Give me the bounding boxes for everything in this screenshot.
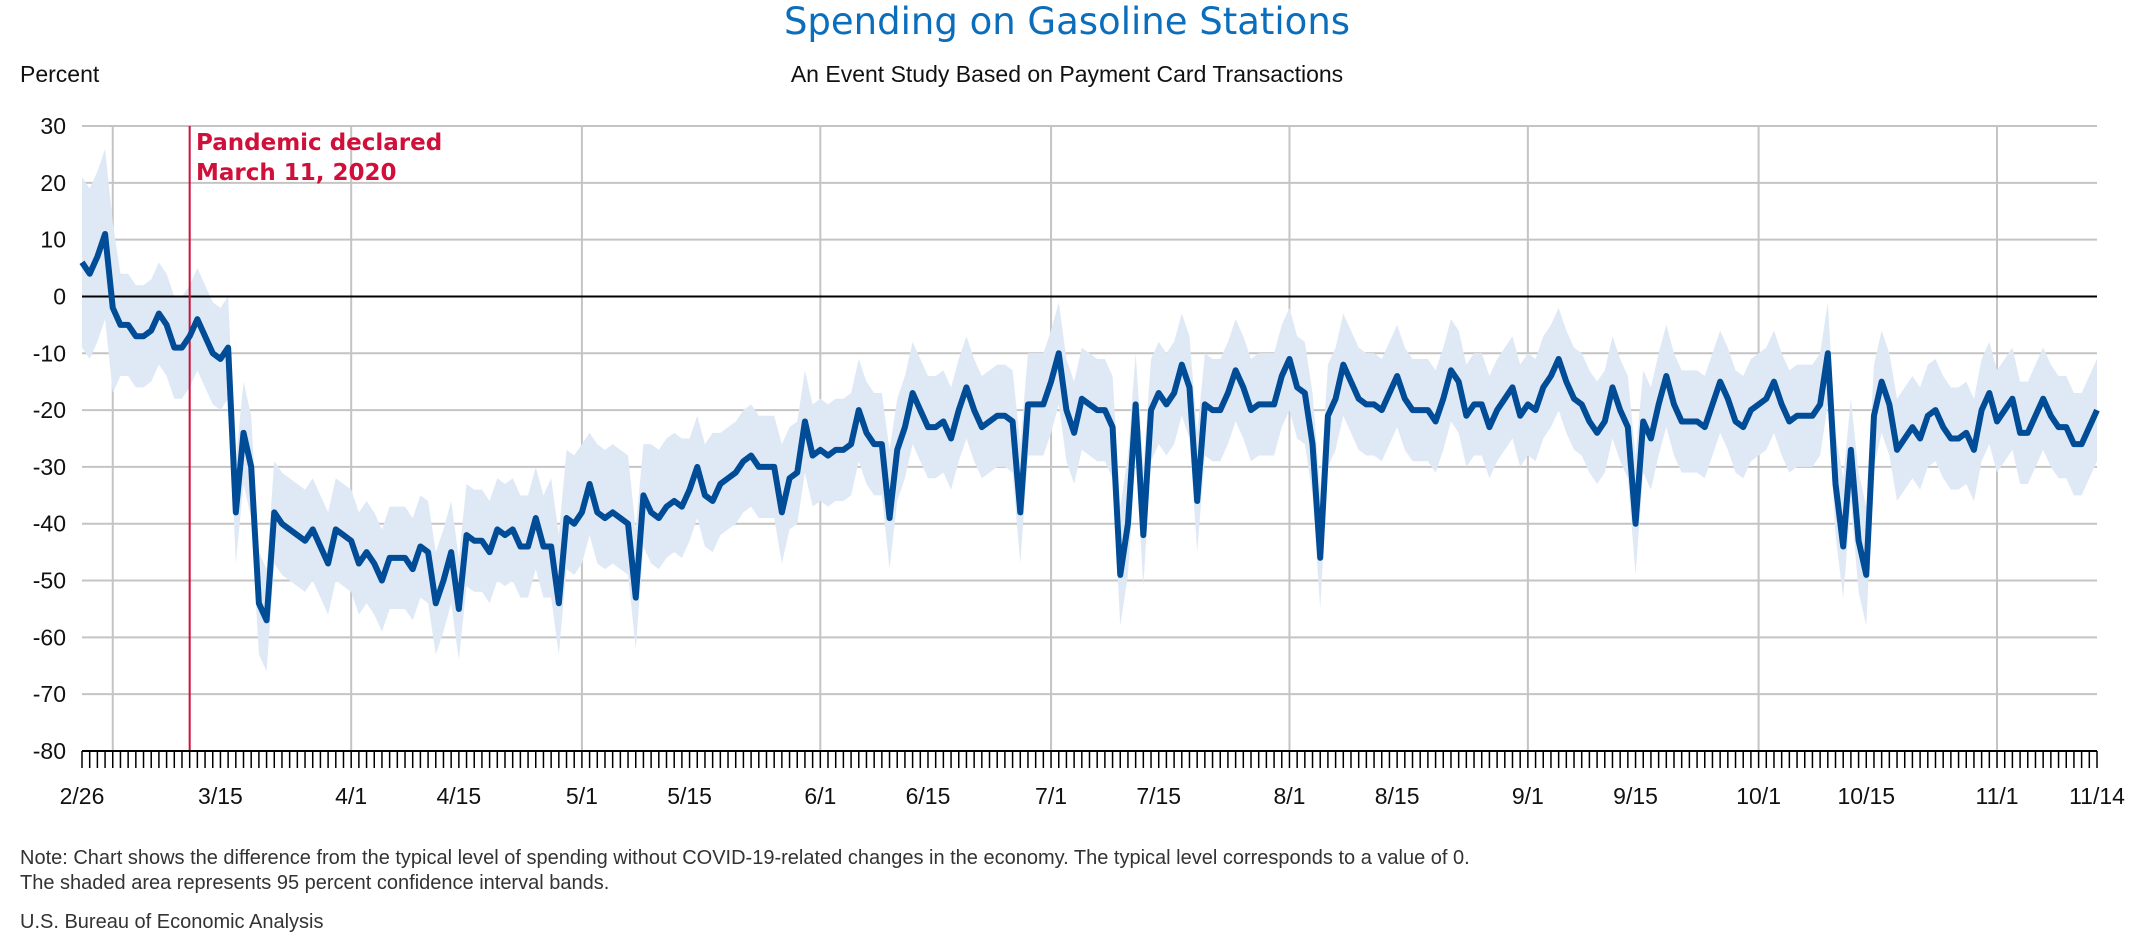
y-tick-label: -70 (33, 681, 66, 707)
x-tick-label: 8/15 (1375, 783, 1420, 809)
x-tick-label: 2/26 (60, 783, 105, 809)
x-tick-label: 4/1 (335, 783, 367, 809)
confidence-band-group (82, 148, 2097, 672)
x-tick-label: 11/1 (1975, 783, 2018, 809)
chart-subtitle: An Event Study Based on Payment Card Tra… (791, 61, 1343, 87)
x-tick-label: 6/1 (804, 783, 836, 809)
y-tick-label: 20 (40, 170, 66, 196)
x-tick-label: 5/15 (667, 783, 712, 809)
y-tick-label: 0 (53, 283, 66, 309)
x-tick-label: 10/1 (1736, 783, 1781, 809)
x-tick-label: 11/14 (2069, 783, 2125, 809)
y-tick-label: -20 (33, 397, 66, 423)
x-tick-label: 5/1 (566, 783, 598, 809)
y-tick-label: -80 (33, 738, 66, 764)
annotation-line2: March 11, 2020 (196, 160, 397, 186)
y-axis-label: Percent (20, 61, 100, 87)
note-line2: The shaded area represents 95 percent co… (20, 872, 609, 894)
x-tick-label: 7/15 (1136, 783, 1181, 809)
y-tick-label: -30 (33, 454, 66, 480)
chart-title: Spending on Gasoline Stations (784, 0, 1350, 43)
x-tick-label: 6/15 (906, 783, 951, 809)
note-line1: Note: Chart shows the difference from th… (20, 847, 1470, 869)
series-group (79, 230, 2100, 624)
x-tick-label: 8/1 (1273, 783, 1305, 809)
y-tick-label: -60 (33, 624, 66, 650)
source: U.S. Bureau of Economic Analysis (20, 911, 323, 933)
annotation-group: Pandemic declared March 11, 2020 (188, 126, 442, 751)
y-tick-label: -40 (33, 511, 66, 537)
annotation-line1: Pandemic declared (196, 130, 442, 156)
x-tick-label: 10/15 (1837, 783, 1895, 809)
axes: 30 20 10 0 -10 -20 -30 -40 -50 -60 -70 -80 2/26 3/15 4… (33, 113, 2125, 809)
y-tick-label: -50 (33, 568, 66, 594)
x-tick-label: 9/15 (1613, 783, 1658, 809)
y-tick-label: 30 (40, 113, 66, 139)
confidence-band (82, 148, 2097, 672)
x-tick-label: 7/1 (1035, 783, 1067, 809)
x-tick-label: 9/1 (1512, 783, 1544, 809)
y-tick-label: 10 (40, 227, 66, 253)
y-tick-label: -10 (33, 340, 66, 366)
x-tick-label: 4/15 (436, 783, 481, 809)
x-tick-label: 3/15 (198, 783, 243, 809)
